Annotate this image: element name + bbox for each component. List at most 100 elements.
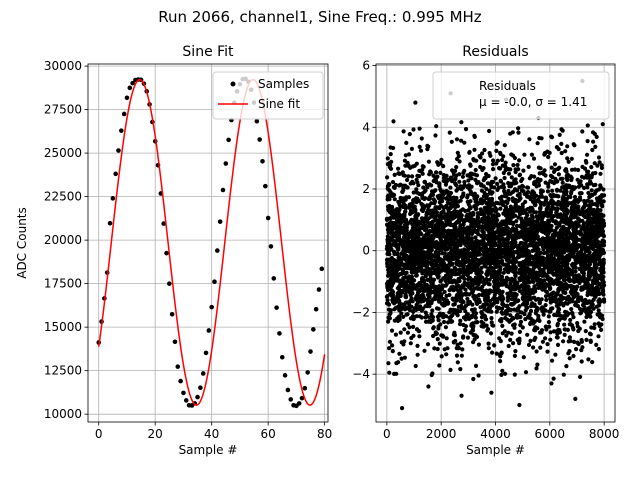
residual-point (508, 337, 513, 342)
residual-point (501, 154, 506, 159)
residual-point (437, 234, 443, 239)
axes-frame (87, 63, 329, 423)
residual-point (404, 140, 409, 145)
residual-point (513, 349, 518, 354)
residual-point (390, 349, 395, 354)
residual-point (573, 273, 578, 278)
residual-point (520, 325, 525, 330)
residual-point (516, 234, 521, 240)
residual-point (388, 193, 393, 198)
residual-point (549, 259, 554, 264)
residual-point (432, 296, 437, 301)
residual-point (587, 276, 592, 282)
residual-point (471, 242, 476, 247)
residual-point (390, 238, 396, 243)
residual-point (453, 199, 458, 205)
residual-point (501, 200, 506, 205)
residual-point (485, 252, 490, 257)
residual-point (423, 274, 428, 279)
residual-point (552, 258, 558, 263)
residual-point (416, 243, 422, 248)
residual-point (454, 353, 460, 358)
residual-point (538, 211, 543, 217)
residual-point (567, 183, 572, 188)
residual-point (504, 166, 510, 171)
residual-point (568, 194, 573, 200)
residual-point (426, 300, 431, 305)
residual-point (561, 339, 566, 344)
residual-point (592, 325, 597, 331)
residual-point (459, 353, 464, 358)
residual-point (428, 169, 433, 174)
residual-point (465, 273, 470, 278)
sample-point (263, 183, 268, 189)
residual-point (405, 330, 410, 335)
residual-point (416, 183, 421, 188)
residual-point (406, 195, 411, 200)
residual-point (566, 351, 571, 356)
residual-point (387, 339, 392, 344)
residual-point (475, 211, 480, 216)
residual-point (434, 170, 439, 175)
residual-point (440, 245, 445, 250)
residual-point (494, 141, 499, 146)
residual-point (575, 340, 580, 345)
residual-point (592, 161, 597, 166)
residual-point (544, 250, 549, 255)
residual-point (468, 189, 473, 194)
sample-point (110, 196, 116, 201)
residual-point (477, 249, 482, 254)
residual-point (408, 316, 413, 321)
residual-point (401, 248, 406, 253)
residual-point (527, 271, 533, 276)
residual-point (527, 176, 532, 181)
residual-point (599, 327, 604, 332)
residual-point (465, 199, 470, 204)
residual-point (473, 167, 478, 173)
residual-point (468, 251, 473, 256)
sample-point (161, 221, 166, 226)
sine-fit-line (97, 78, 326, 406)
residual-point (546, 320, 552, 325)
residual-point (402, 355, 407, 360)
residual-point (525, 213, 530, 218)
residual-point (517, 288, 522, 294)
residual-point (385, 162, 390, 167)
sample-point (217, 219, 223, 224)
sample-point (223, 161, 229, 166)
residual-point (572, 143, 577, 148)
residual-point (491, 167, 496, 172)
residual-point (513, 295, 518, 300)
residual-point (398, 330, 403, 335)
residual-point (518, 278, 523, 283)
residual-point (458, 318, 463, 323)
residual-point (425, 211, 430, 216)
residual-point (552, 162, 558, 167)
residual-point (387, 165, 392, 170)
residual-point (575, 321, 580, 326)
residual-point (468, 276, 473, 281)
residual-point (573, 290, 578, 295)
residual-point (513, 299, 518, 305)
residual-point (481, 178, 486, 183)
residual-point (567, 257, 572, 262)
residual-point (517, 209, 522, 214)
residual-point (441, 173, 446, 178)
residual-point (563, 296, 568, 301)
residual-point (565, 156, 570, 161)
residual-point (540, 281, 545, 287)
residual-point (595, 163, 600, 168)
residual-point (553, 179, 558, 184)
residual-point (438, 188, 444, 194)
residual-point (547, 150, 552, 155)
residual-point (475, 320, 480, 325)
residual-point (483, 246, 488, 251)
residual-point (492, 292, 497, 297)
residual-point (450, 280, 455, 285)
residual-point (509, 152, 514, 157)
residual-point (590, 171, 596, 176)
residual-point (462, 179, 467, 185)
residual-point (594, 342, 599, 347)
residual-point (491, 323, 496, 328)
residual-point (598, 227, 603, 232)
